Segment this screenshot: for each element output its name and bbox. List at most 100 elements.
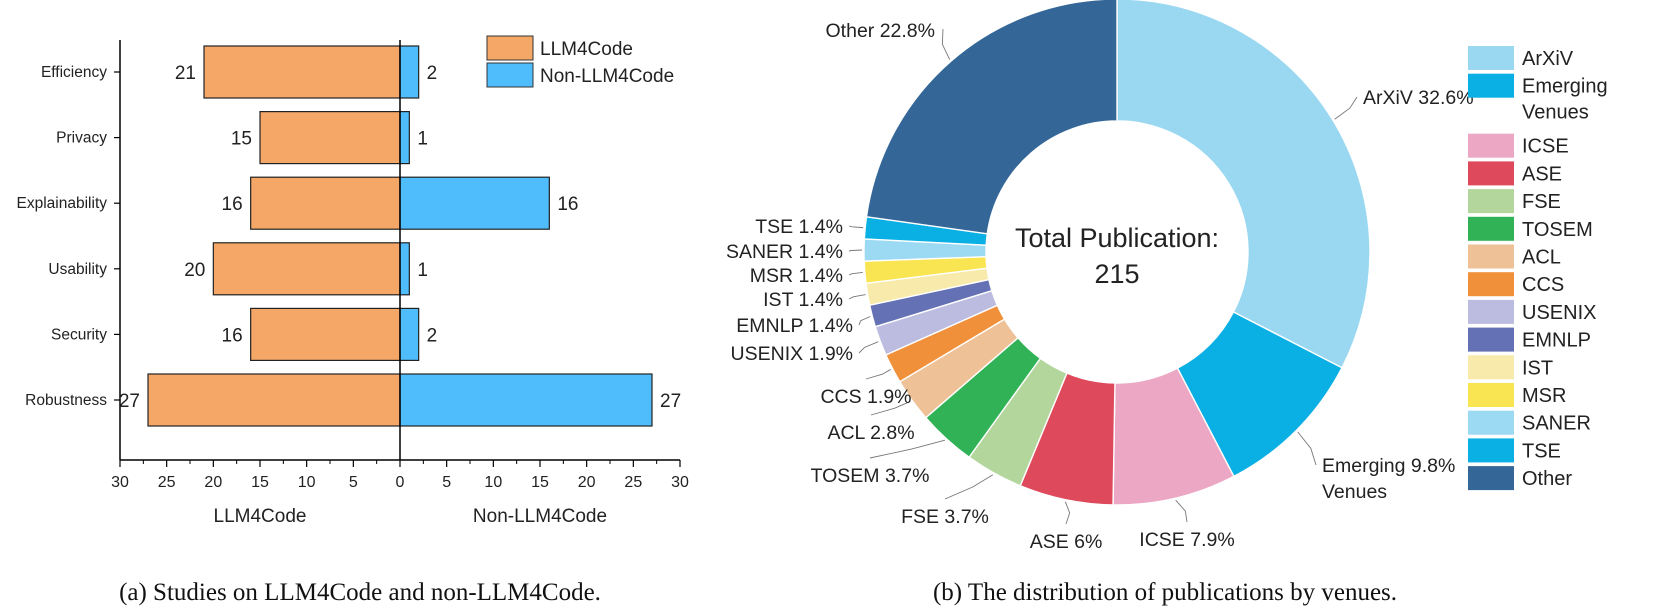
legend-label-ist: IST (1522, 357, 1553, 379)
leader-line-tse (848, 225, 864, 229)
bar-non-llm4code-usability (399, 242, 410, 296)
category-label-efficiency: Efficiency (41, 64, 107, 81)
donut-legend: ArXiV Emerging Venues ICSE ASE FSE TOSEM ACL CCS… (1468, 46, 1608, 491)
legend-swatch-icse (1468, 133, 1514, 158)
leader-line-saner (848, 249, 863, 252)
leader-line-tosem (869, 439, 946, 459)
data-label-non-llm4code-security: 2 (427, 325, 438, 346)
legend-swatch-saner (1468, 410, 1514, 435)
bar-marks (147, 45, 653, 427)
slice-label-tosem: TOSEM 3.7% (811, 465, 930, 487)
center-text-title: Total Publication: (1015, 223, 1219, 253)
x-tick-label: 5 (349, 474, 358, 491)
data-label-llm4code-usability: 20 (184, 260, 205, 281)
leader-line-emnlp (858, 316, 871, 326)
bar-llm4code-privacy (259, 110, 401, 165)
legend-swatch-acl (1468, 244, 1514, 269)
leader-line-icse (1175, 499, 1188, 523)
data-label-llm4code-security: 16 (222, 325, 243, 346)
slice-label-emnlp: EMNLP 1.4% (736, 315, 853, 337)
legend-swatch-llm4code (486, 35, 534, 61)
legend-label-saner: SANER (1522, 413, 1591, 435)
bar-llm4code-usability (212, 242, 401, 296)
legend-label-acl: ACL (1522, 247, 1561, 269)
leader-line-fse (944, 474, 994, 500)
x-tick-label: 30 (671, 474, 689, 491)
slice-arxiv (1116, 0, 1371, 369)
slice-label-fse: FSE 3.7% (901, 506, 989, 528)
x-tick-label: 10 (484, 474, 502, 491)
legend-label-fse: FSE (1522, 191, 1561, 213)
slice-label-ist: IST 1.4% (763, 289, 843, 311)
legend-label-other: Other (1522, 468, 1572, 490)
slice-label-emerging-venues-line2: Venues (1322, 481, 1387, 503)
legend-swatch-fse (1468, 189, 1514, 214)
bar-legend: LLM4Code Non-LLM4Code (486, 35, 674, 88)
category-label-security: Security (51, 326, 107, 343)
bar-non-llm4code-explainability (399, 176, 550, 230)
data-label-non-llm4code-efficiency: 2 (427, 63, 438, 84)
bar-non-llm4code-security (399, 307, 420, 361)
x-tick-label: 20 (578, 474, 596, 491)
legend-label-emnlp: EMNLP (1522, 330, 1591, 352)
data-label-non-llm4code-usability: 1 (417, 260, 428, 281)
leader-line-msr (848, 271, 863, 276)
leader-line-acl (870, 401, 911, 416)
legend-swatch-tosem (1468, 216, 1514, 241)
legend-label-ccs: CCS (1522, 274, 1564, 296)
legend-label-llm4code: LLM4Code (540, 39, 633, 60)
slice-label-emerging-venues: Emerging 9.8% (1322, 455, 1455, 477)
legend-label-usenix: USENIX (1522, 302, 1596, 324)
legend-swatch-tse (1468, 438, 1514, 463)
category-label-robustness: Robustness (25, 392, 107, 409)
x-axis-label-right: Non-LLM4Code (473, 506, 607, 527)
leader-line-ist (848, 294, 866, 300)
x-tick-label: 30 (111, 474, 129, 491)
x-tick-label: 25 (624, 474, 642, 491)
legend-swatch-other (1468, 466, 1514, 491)
caption-b: (b) The distribution of publications by … (933, 579, 1397, 606)
legend-swatch-msr (1468, 383, 1514, 407)
slice-label-icse: ICSE 7.9% (1139, 529, 1234, 551)
center-text-total: 215 (1094, 259, 1139, 289)
bar-chart: 30 25 20 15 10 5 0 5 10 15 20 25 30 Efficiency Privac… (17, 35, 689, 606)
x-tick-label: 0 (396, 474, 405, 491)
x-tick-label: 20 (204, 474, 222, 491)
leader-line-emerging-venues (1297, 431, 1317, 466)
legend-label-emerging-venues: Emerging (1522, 76, 1608, 98)
x-axis-label-left: LLM4Code (214, 506, 307, 527)
donut-labels: ArXiV 32.6% Emerging 9.8% Venues ICSE 7.9% A… (726, 20, 1474, 553)
leader-line-other (941, 28, 951, 60)
category-label-usability: Usability (48, 261, 107, 278)
legend-swatch-ccs (1468, 272, 1514, 297)
legend-label-ase: ASE (1522, 163, 1562, 185)
legend-swatch-emerging-venues (1468, 73, 1514, 98)
data-label-non-llm4code-privacy: 1 (417, 129, 428, 150)
legend-swatch-ist (1468, 355, 1514, 380)
legend-label-emerging-venues-line2: Venues (1522, 102, 1589, 124)
data-label-llm4code-explainability: 16 (222, 194, 243, 215)
x-tick-label: 5 (442, 474, 451, 491)
bar-llm4code-efficiency (203, 45, 401, 99)
legend-swatch-non-llm4code (486, 62, 534, 88)
bar-non-llm4code-efficiency (399, 45, 420, 99)
x-tick-label: 15 (251, 474, 269, 491)
data-label-non-llm4code-robustness: 27 (660, 391, 681, 412)
legend-label-icse: ICSE (1522, 136, 1569, 158)
slice-label-msr: MSR 1.4% (750, 265, 843, 287)
data-label-non-llm4code-explainability: 16 (557, 194, 578, 215)
legend-label-msr: MSR (1522, 385, 1566, 407)
legend-label-arxiv: ArXiV (1522, 48, 1574, 70)
x-tick-label: 10 (298, 474, 316, 491)
slice-label-usenix: USENIX 1.9% (731, 343, 853, 365)
data-label-llm4code-privacy: 15 (231, 129, 252, 150)
leader-line-ccs (865, 369, 891, 380)
bar-llm4code-explainability (250, 176, 401, 230)
donut-chart: ArXiV 32.6% Emerging 9.8% Venues ICSE 7.9% A… (726, 0, 1608, 606)
leader-line-arxiv (1334, 96, 1358, 120)
data-label-llm4code-efficiency: 21 (175, 63, 196, 84)
bar-non-llm4code-privacy (399, 110, 410, 165)
donut-slices (863, 0, 1371, 506)
legend-swatch-usenix (1468, 299, 1514, 324)
